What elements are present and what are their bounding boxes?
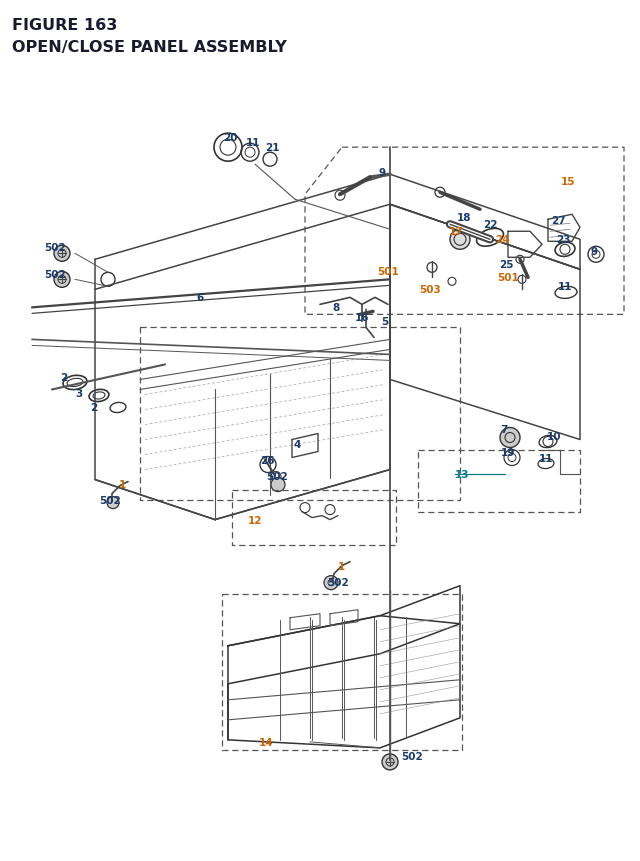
Circle shape: [324, 576, 338, 590]
Text: 17: 17: [449, 227, 463, 237]
Circle shape: [450, 230, 470, 250]
Text: 502: 502: [44, 270, 66, 280]
Text: 11: 11: [246, 138, 260, 148]
Text: 24: 24: [495, 235, 509, 245]
Text: 14: 14: [259, 737, 273, 747]
Text: 1: 1: [337, 561, 344, 571]
Text: 27: 27: [550, 216, 565, 226]
Text: 8: 8: [332, 303, 340, 313]
Text: 22: 22: [483, 220, 497, 230]
Circle shape: [54, 272, 70, 288]
Text: 16: 16: [355, 313, 369, 323]
Circle shape: [382, 754, 398, 770]
Text: 3: 3: [76, 389, 83, 399]
Circle shape: [500, 428, 520, 448]
Text: 2: 2: [90, 403, 98, 413]
Text: 502: 502: [401, 751, 423, 761]
Text: 9: 9: [591, 247, 598, 257]
Text: 5: 5: [381, 317, 388, 327]
Text: 502: 502: [266, 471, 288, 481]
Text: 13: 13: [455, 469, 469, 479]
Text: 501: 501: [377, 267, 399, 277]
Text: 9: 9: [378, 168, 385, 178]
Text: 23: 23: [556, 235, 570, 245]
Text: 7: 7: [500, 425, 508, 435]
Text: 10: 10: [547, 431, 561, 441]
Circle shape: [107, 497, 119, 509]
Text: 501: 501: [497, 273, 519, 283]
Text: OPEN/CLOSE PANEL ASSEMBLY: OPEN/CLOSE PANEL ASSEMBLY: [12, 40, 287, 55]
Text: 12: 12: [248, 515, 262, 525]
Text: 4: 4: [293, 439, 301, 449]
Text: 503: 503: [419, 285, 441, 295]
Text: 26: 26: [260, 455, 275, 465]
Circle shape: [271, 478, 285, 492]
Text: 502: 502: [327, 577, 349, 587]
Text: 20: 20: [223, 133, 237, 143]
Text: 25: 25: [499, 260, 513, 270]
Text: 19: 19: [501, 447, 515, 457]
Text: 21: 21: [265, 143, 279, 153]
Text: 6: 6: [196, 293, 204, 303]
Text: 11: 11: [557, 282, 572, 292]
Text: 11: 11: [539, 453, 553, 463]
Text: 502: 502: [99, 495, 121, 505]
Text: 18: 18: [457, 213, 471, 223]
Text: 15: 15: [561, 177, 575, 187]
Circle shape: [54, 246, 70, 262]
Text: FIGURE 163: FIGURE 163: [12, 18, 117, 33]
Text: 2: 2: [60, 373, 68, 383]
Text: 1: 1: [118, 479, 125, 489]
Text: 502: 502: [44, 243, 66, 253]
